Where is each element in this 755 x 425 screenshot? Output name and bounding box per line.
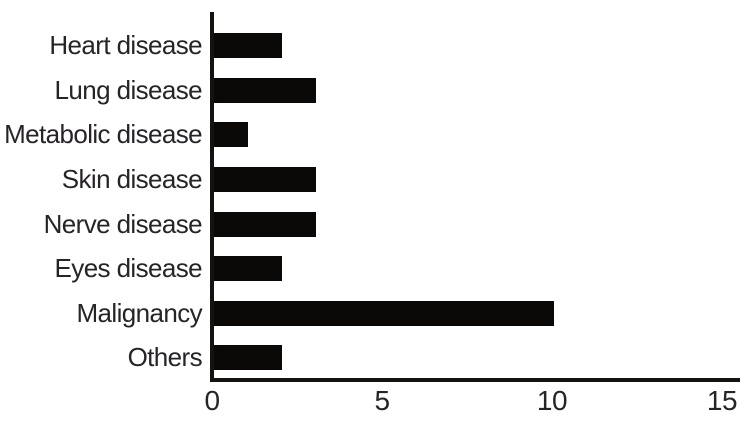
x-axis-line — [210, 378, 740, 382]
x-tick-label: 10 — [536, 385, 568, 416]
x-tick-label: 5 — [374, 385, 390, 416]
category-label: Others — [127, 342, 203, 373]
bar — [214, 211, 316, 237]
x-tick-label: 0 — [204, 385, 220, 416]
y-axis-line — [210, 12, 214, 382]
bar — [214, 77, 316, 103]
category-label: Nerve disease — [43, 208, 203, 239]
category-label: Malignancy — [76, 297, 202, 328]
category-label: Skin disease — [61, 163, 203, 194]
bar — [214, 33, 282, 58]
bar — [214, 300, 554, 326]
x-tick-label: 15 — [706, 385, 738, 416]
bar — [214, 166, 316, 192]
category-label: Metabolic disease — [4, 119, 203, 150]
category-label: Eyes disease — [54, 253, 203, 284]
category-label: Lung disease — [54, 74, 203, 105]
category-label: Heart disease — [49, 30, 202, 60]
bar — [214, 122, 248, 148]
bar — [214, 256, 282, 282]
bar — [214, 345, 282, 371]
